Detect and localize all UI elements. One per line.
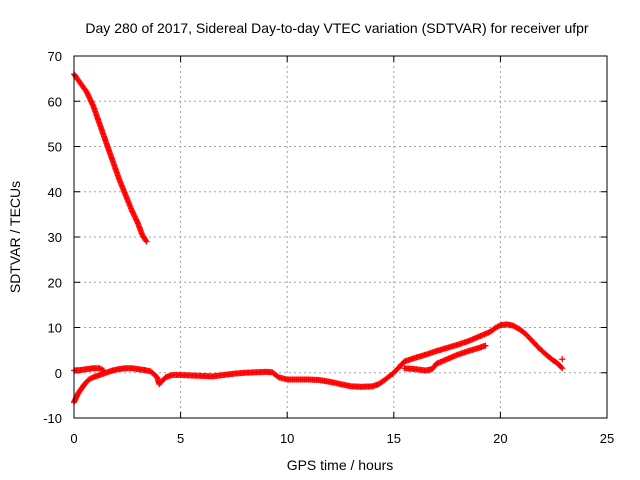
y-tick-label: 40	[48, 185, 62, 200]
y-tick-label: 10	[48, 321, 62, 336]
y-axis-label: SDTVAR / TECUs	[7, 181, 23, 293]
data-point-main	[558, 364, 565, 371]
plot-frame	[73, 55, 608, 419]
y-tick-label: 60	[48, 94, 62, 109]
y-tick-label: -10	[43, 411, 62, 426]
y-tick-label: 70	[48, 49, 62, 64]
x-axis-label: GPS time / hours	[287, 457, 394, 473]
x-tick-label: 20	[493, 431, 507, 446]
y-tick-label: 0	[55, 366, 62, 381]
data-points	[71, 71, 566, 406]
data-point-flat	[100, 367, 107, 374]
chart-title: Day 280 of 2017, Sidereal Day-to-day VTE…	[85, 20, 589, 36]
data-point-descending	[143, 238, 150, 245]
y-tick-label: 20	[48, 275, 62, 290]
x-tick-label: 15	[387, 431, 401, 446]
data-point-lower	[482, 342, 489, 349]
y-tick-label: 30	[48, 230, 62, 245]
data-point-main	[559, 365, 566, 372]
x-tick-label: 0	[70, 431, 77, 446]
x-tick-label: 25	[600, 431, 614, 446]
y-tick-label: 50	[48, 140, 62, 155]
data-point-isolated	[559, 356, 566, 363]
x-tick-label: 10	[280, 431, 294, 446]
x-tick-label: 5	[177, 431, 184, 446]
grid-lines	[74, 56, 607, 418]
